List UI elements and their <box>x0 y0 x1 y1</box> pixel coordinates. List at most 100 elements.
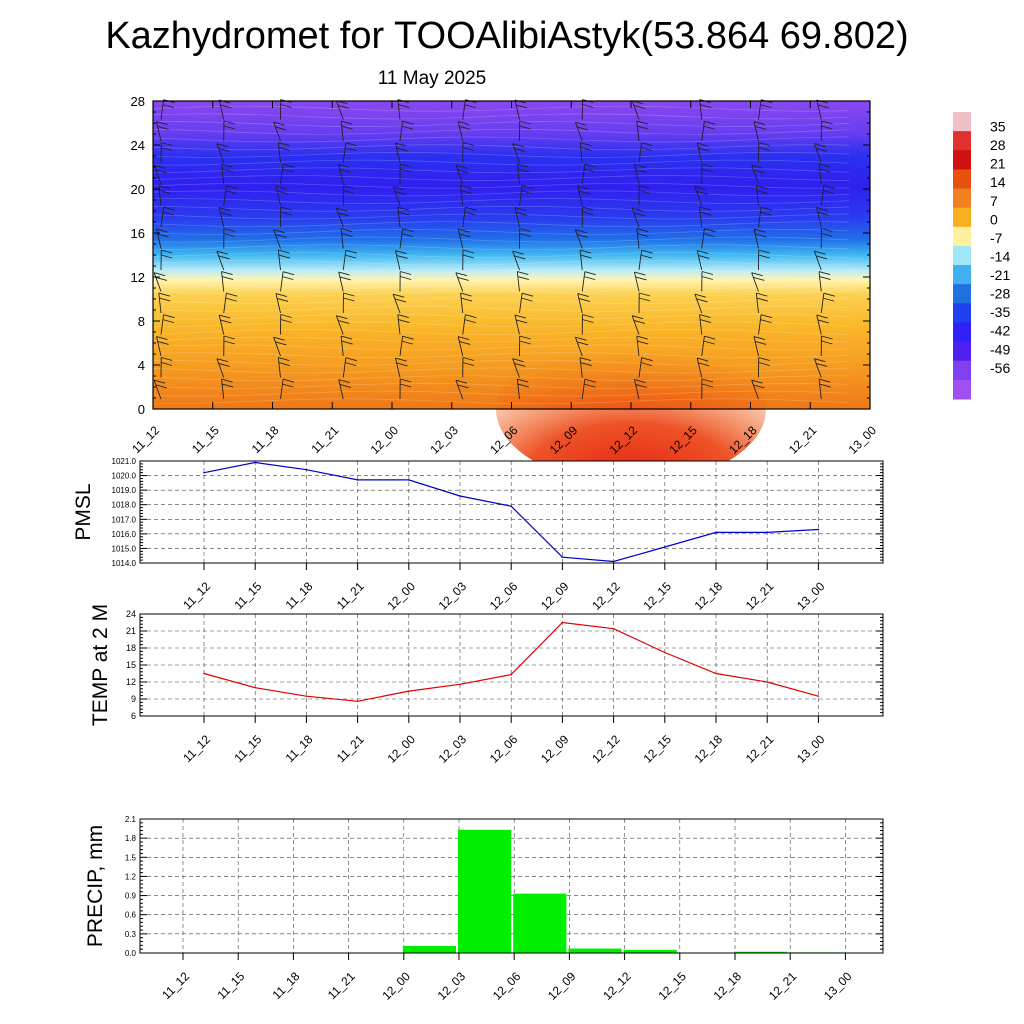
wind-barb-flag <box>343 292 355 297</box>
data-point <box>459 495 461 497</box>
wind-barb-flag <box>817 211 829 216</box>
wind-barb <box>631 315 640 335</box>
wind-barb-flag <box>398 319 410 324</box>
wind-barb <box>574 229 583 249</box>
wind-barb-flag <box>754 233 767 238</box>
isotherm-contour <box>152 352 850 358</box>
data-point <box>459 683 461 686</box>
y-tick-label: 1015.0 <box>112 544 137 553</box>
data-point <box>612 627 615 630</box>
wind-barb-flag <box>402 120 414 125</box>
wind-barb-flag <box>162 104 175 109</box>
wind-barb-flag <box>514 362 526 367</box>
wind-barb-flag <box>760 314 773 319</box>
wind-barb-flag <box>398 104 410 109</box>
wind-barb <box>512 358 520 378</box>
wind-barb-flag <box>698 254 710 259</box>
wind-barb-flag <box>155 169 167 174</box>
wind-barb-flag <box>345 249 357 254</box>
wind-barb <box>280 271 284 292</box>
wind-barb <box>342 250 347 271</box>
isotherm-contour <box>152 105 850 112</box>
wind-barb <box>758 207 762 228</box>
wind-barb-flag <box>162 319 175 324</box>
wind-barb-flag <box>521 185 534 190</box>
wind-barb <box>818 164 822 185</box>
x-tick-label: 12_15 <box>640 732 674 766</box>
wind-barb-flag <box>823 292 835 297</box>
wind-barb-flag <box>161 357 173 361</box>
wind-barb <box>342 357 347 378</box>
wind-barb-flag <box>273 336 285 341</box>
wind-barb-flag <box>696 190 708 195</box>
panel-background <box>140 819 883 953</box>
wind-barb <box>516 271 520 292</box>
wind-barb-flag <box>400 383 412 388</box>
wind-barb-flag <box>459 233 471 238</box>
wind-barb-flag <box>632 207 644 212</box>
wind-barb-flag <box>818 163 831 168</box>
wind-barb-flag <box>517 163 529 168</box>
wind-barb-flag <box>697 250 709 254</box>
wind-barb-flag <box>154 379 166 384</box>
wind-barb-flag <box>464 211 476 216</box>
isotherm-contour <box>152 259 850 266</box>
data-point <box>203 672 205 675</box>
wind-barb <box>634 164 640 185</box>
y-tick-label: 1.2 <box>125 872 137 881</box>
wind-barb-flag <box>459 125 471 130</box>
colorbar-label: -21 <box>990 267 1010 283</box>
x-tick-label: 11_15 <box>214 969 247 1002</box>
wind-barb-flag <box>517 276 529 281</box>
wind-barb <box>577 185 583 206</box>
wind-barb-flag <box>816 314 828 319</box>
isotherm-contour <box>152 398 850 405</box>
y-tick-label: 12 <box>131 270 145 285</box>
y-tick-label: 9 <box>131 694 136 704</box>
wind-barb-flag <box>578 297 590 302</box>
wind-barb-flag <box>699 206 711 211</box>
colorbar-label: 14 <box>990 174 1006 190</box>
wind-barb <box>277 250 281 271</box>
wind-barb <box>634 379 640 400</box>
wind-barb-flag <box>336 315 348 320</box>
wind-barb-flag <box>698 147 710 152</box>
wind-barb <box>153 272 162 292</box>
wind-barb-flag <box>701 378 714 383</box>
isotherm-contour <box>152 267 850 274</box>
isotherm-contour <box>152 190 850 197</box>
wind-barb-flag <box>753 121 766 125</box>
wind-barb <box>397 314 401 335</box>
y-tick-label: 0.9 <box>125 892 137 901</box>
wind-barb <box>753 121 759 142</box>
wind-barb <box>216 251 225 271</box>
colorbar-swatch <box>953 284 971 304</box>
data-point <box>203 471 205 474</box>
wind-barb <box>455 380 464 400</box>
wind-barb <box>512 251 520 271</box>
wind-barb-flag <box>276 190 289 195</box>
colorbar-swatch <box>953 265 971 285</box>
wind-barb-flag <box>641 142 653 147</box>
wind-barb <box>457 228 464 249</box>
wind-barb <box>755 293 759 314</box>
wind-barb-flag <box>337 319 350 324</box>
y-axis-label: TEMP at 2 M <box>89 604 112 726</box>
wind-barb-flag <box>156 228 168 233</box>
wind-barb-flag <box>400 271 412 275</box>
wind-barb-flag <box>159 297 171 302</box>
wind-barb <box>753 228 759 249</box>
colorbar-label: 35 <box>990 119 1006 135</box>
wind-barb <box>340 336 344 357</box>
wind-barb-flag <box>760 211 772 216</box>
x-tick-label: 13_00 <box>821 969 855 1003</box>
wind-barb-flag <box>221 378 233 383</box>
isotherm-contour <box>152 321 850 328</box>
isotherm-contour <box>152 282 850 289</box>
data-point <box>664 546 666 548</box>
wind-barb-flag <box>278 147 290 152</box>
wind-barb-flag <box>517 271 529 276</box>
y-tick-label: 15 <box>126 660 136 670</box>
data-point <box>356 479 359 481</box>
wind-barb-flag <box>584 163 596 168</box>
